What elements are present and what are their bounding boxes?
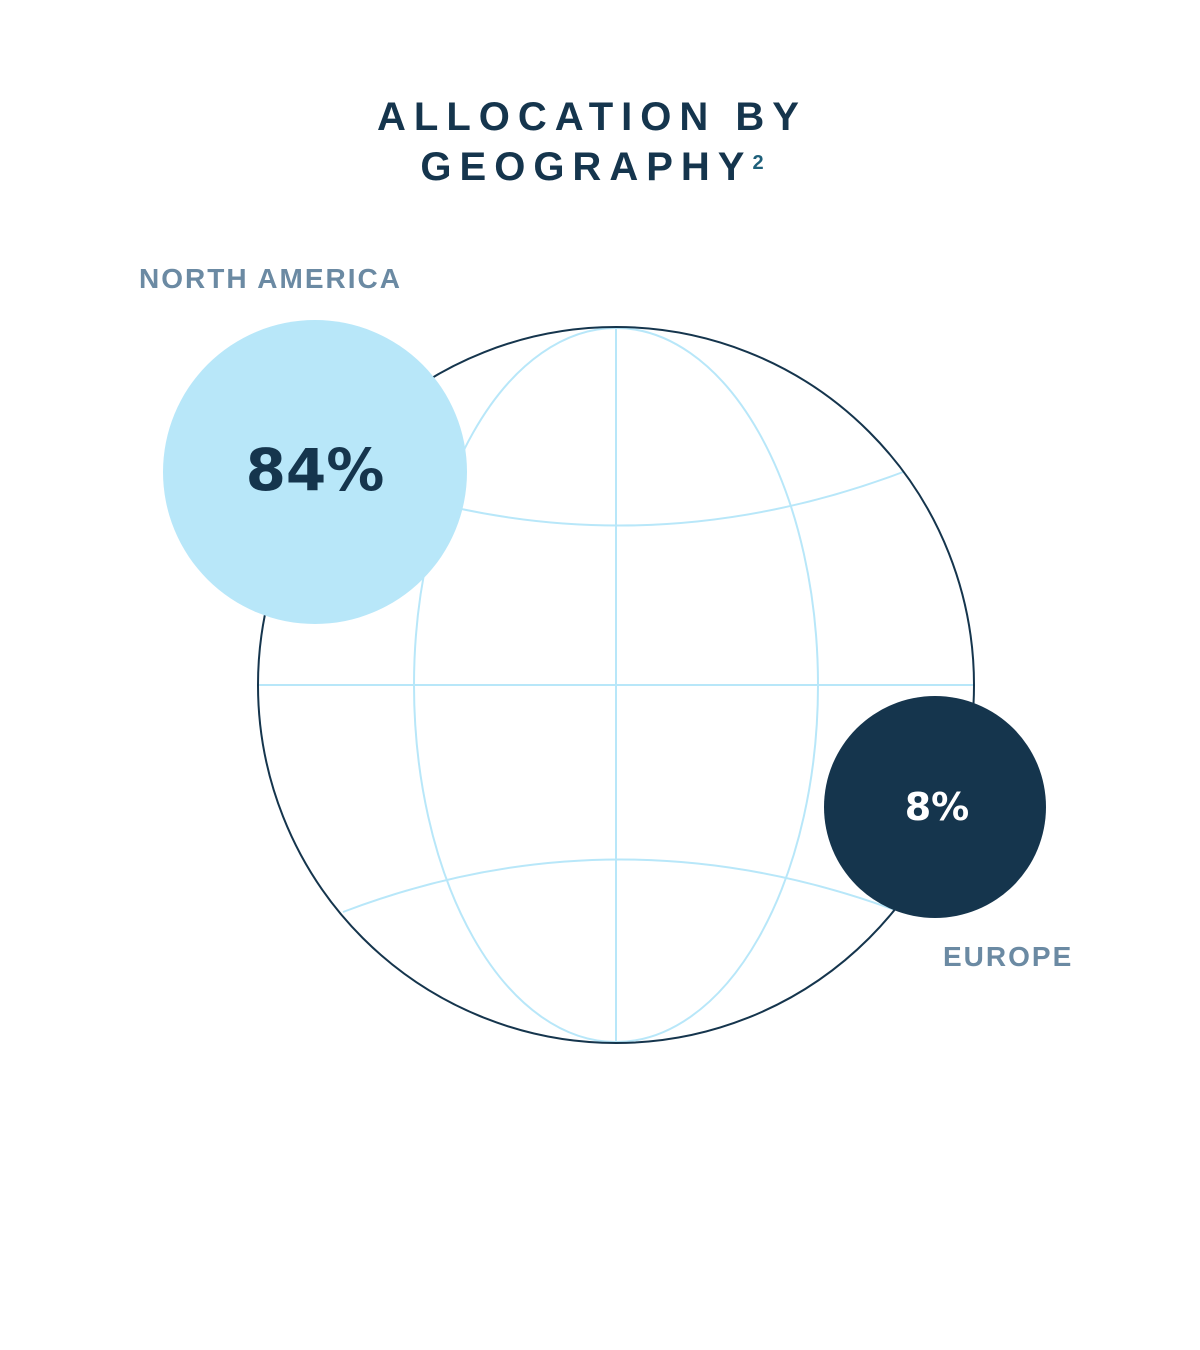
bubble-europe: 8%: [824, 696, 1046, 918]
chart-title-line-2: GEOGRAPHY2: [0, 142, 1184, 192]
footnote-marker: 2: [752, 152, 764, 174]
bubble-north-america: 84%: [163, 320, 467, 624]
label-europe: EUROPE: [943, 941, 1074, 972]
globe-latitude-south: [342, 858, 896, 913]
globe-outline: [257, 326, 975, 1044]
label-north-america: NORTH AMERICA: [139, 263, 402, 294]
bubble-north-america-value: 84%: [246, 436, 385, 504]
bubble-europe-value: 8%: [905, 785, 970, 829]
bubble-north-america-circle: [163, 320, 467, 624]
chart-title-line-2-text: GEOGRAPHY: [420, 145, 753, 189]
chart-title: ALLOCATION BY GEOGRAPHY2: [0, 92, 1184, 192]
bubble-europe-circle: [824, 696, 1046, 918]
chart-title-line-1: ALLOCATION BY: [377, 95, 807, 139]
